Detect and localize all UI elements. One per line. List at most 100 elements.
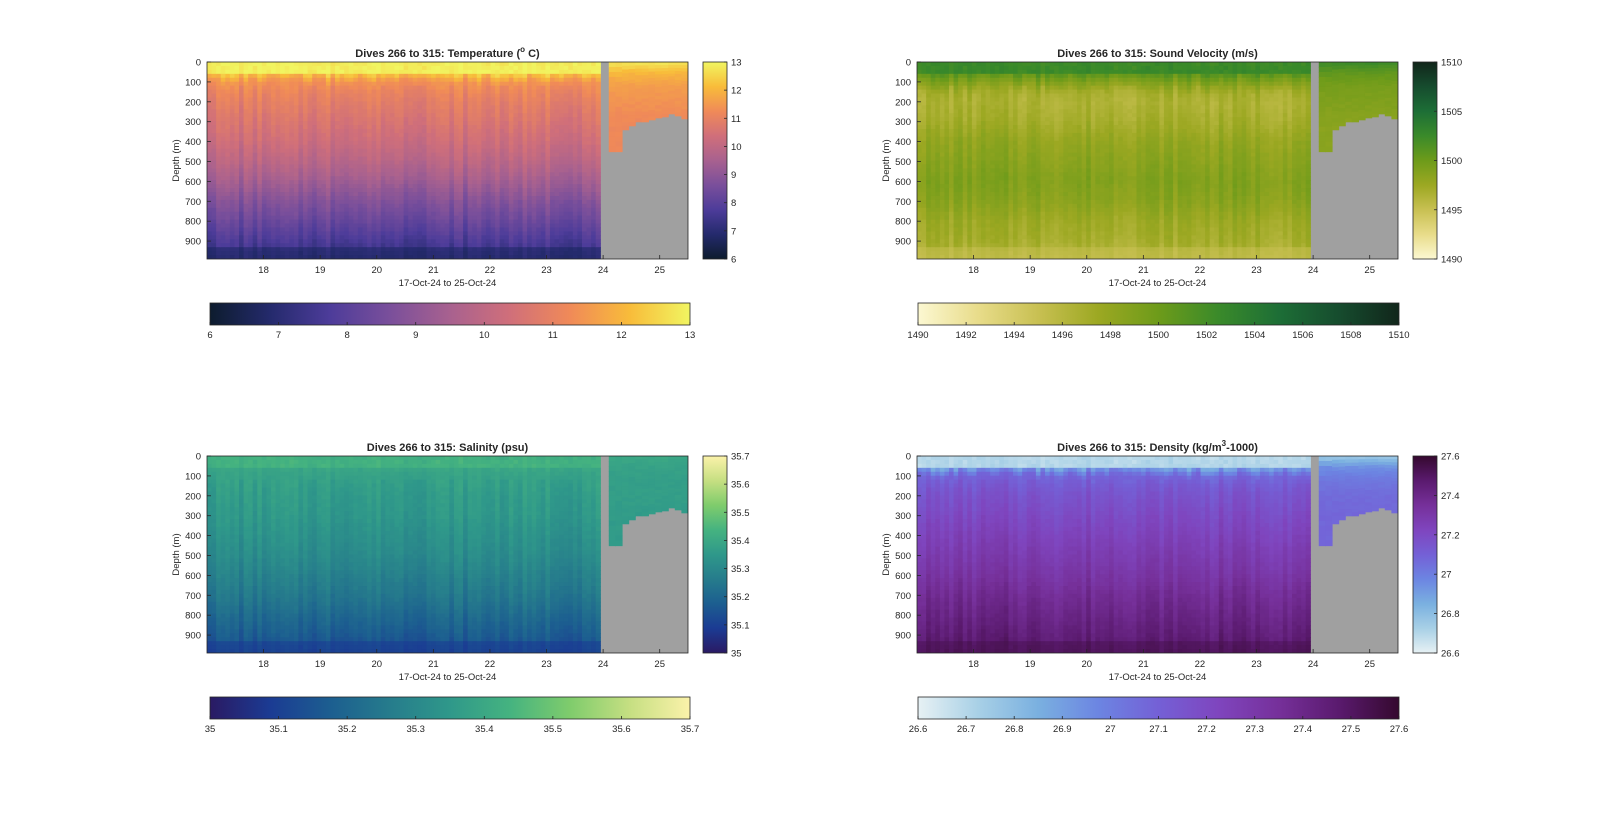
heatmap-cell (935, 192, 941, 197)
heatmap-cell (926, 121, 932, 126)
heatmap-cell (252, 215, 258, 221)
heatmap-cell (517, 207, 524, 213)
heatmap-cell (380, 184, 386, 189)
heatmap-cell (476, 160, 482, 166)
heatmap-cell (385, 69, 391, 75)
heatmap-cell (421, 192, 428, 197)
heatmap-cell (540, 148, 547, 154)
heatmap-cell (303, 73, 309, 79)
heatmap-cell (257, 172, 263, 177)
heatmap-cell (261, 117, 268, 122)
heatmap-cell (522, 219, 528, 225)
heatmap-cell (211, 184, 217, 189)
heatmap-cell (554, 156, 560, 162)
heatmap-cell (389, 144, 396, 150)
heatmap-cell (339, 93, 345, 99)
heatmap-cell (321, 215, 327, 221)
heatmap-cell (944, 101, 950, 106)
heatmap-cell (344, 62, 350, 67)
heatmap-cell (376, 180, 382, 185)
heatmap-cell (229, 132, 236, 138)
heatmap-cell (453, 148, 460, 154)
heatmap-cell (339, 176, 345, 181)
heatmap-cell (284, 184, 290, 189)
heatmap-cell (453, 105, 460, 110)
heatmap-cell (394, 207, 400, 213)
heatmap-cell (229, 211, 236, 217)
heatmap-cell (362, 97, 368, 102)
heatmap-cell (944, 176, 950, 181)
heatmap-cell (674, 70, 682, 75)
heatmap-cell (563, 251, 569, 256)
heatmap-cell (554, 255, 560, 259)
heatmap-cell (362, 235, 368, 240)
heatmap-cell (403, 176, 409, 181)
heatmap-cell (380, 62, 386, 67)
heatmap-cell (513, 97, 519, 102)
heatmap-cell (229, 101, 236, 106)
heatmap-cell (490, 85, 496, 91)
heatmap-cell (394, 89, 400, 95)
heatmap-cell (385, 168, 391, 173)
heatmap-cell (681, 112, 688, 117)
heatmap-cell (289, 89, 295, 95)
heatmap-cell (248, 168, 254, 173)
heatmap-cell (939, 176, 946, 181)
heatmap-cell (248, 109, 254, 114)
heatmap-cell (490, 223, 496, 229)
heatmap-cell (674, 94, 682, 99)
heatmap-cell (325, 207, 332, 213)
heatmap-cell (939, 85, 946, 91)
heatmap-cell (376, 77, 382, 83)
heatmap-cell (577, 140, 583, 146)
heatmap-cell (453, 172, 460, 177)
heatmap-cell (467, 160, 473, 166)
heatmap-cell (357, 117, 364, 122)
heatmap-cell (229, 81, 236, 87)
heatmap-cell (257, 69, 263, 75)
heatmap-cell (394, 73, 400, 79)
heatmap-cell (371, 168, 377, 173)
heatmap-cell (508, 219, 514, 225)
heatmap-cell (499, 144, 505, 150)
heatmap-cell (239, 113, 245, 118)
heatmap-cell (654, 92, 663, 97)
heatmap-cell (490, 128, 496, 134)
heatmap-cell (417, 203, 423, 209)
heatmap-cell (234, 184, 240, 189)
heatmap-cell (271, 128, 277, 134)
heatmap-cell (257, 125, 263, 130)
heatmap-cell (635, 101, 643, 106)
heatmap-cell (628, 97, 636, 102)
heatmap-cell (559, 152, 565, 158)
heatmap-cell (367, 227, 373, 233)
heatmap-cell (280, 125, 286, 130)
heatmap-cell (417, 207, 423, 213)
heatmap-cell (275, 184, 281, 189)
heatmap-cell (271, 136, 277, 142)
heatmap-cell (490, 199, 496, 205)
heatmap-cell (417, 227, 423, 233)
heatmap-cell (485, 255, 492, 259)
heatmap-cell (572, 227, 579, 233)
heatmap-cell (243, 160, 249, 166)
heatmap-cell (615, 106, 623, 113)
heatmap-cell (367, 223, 373, 229)
heatmap-cell (582, 231, 588, 236)
heatmap-cell (225, 69, 231, 75)
heatmap-cell (545, 168, 551, 173)
heatmap-cell (615, 116, 623, 123)
heatmap-cell (449, 168, 455, 173)
heatmap-cell (499, 188, 505, 193)
heatmap-cell (463, 97, 469, 102)
heatmap-cell (389, 243, 396, 248)
heatmap-cell (586, 148, 592, 154)
heatmap-cell (275, 132, 281, 138)
heatmap-cell (371, 184, 377, 189)
heatmap-cell (453, 180, 460, 185)
heatmap-cell (353, 231, 359, 236)
heatmap-cell (344, 132, 350, 138)
heatmap-cell (229, 219, 236, 225)
heatmap-cell (220, 172, 226, 177)
heatmap-cell (467, 97, 473, 102)
